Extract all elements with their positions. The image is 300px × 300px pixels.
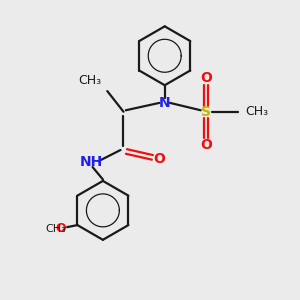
Text: CH₃: CH₃: [45, 224, 66, 234]
Text: NH: NH: [80, 155, 103, 169]
Text: O: O: [55, 222, 66, 235]
Text: CH₃: CH₃: [246, 105, 269, 118]
Text: CH₃: CH₃: [78, 74, 101, 87]
Text: N: N: [159, 96, 170, 110]
Text: O: O: [153, 152, 165, 166]
Text: O: O: [200, 138, 212, 152]
Text: O: O: [200, 71, 212, 85]
Text: S: S: [201, 105, 211, 119]
